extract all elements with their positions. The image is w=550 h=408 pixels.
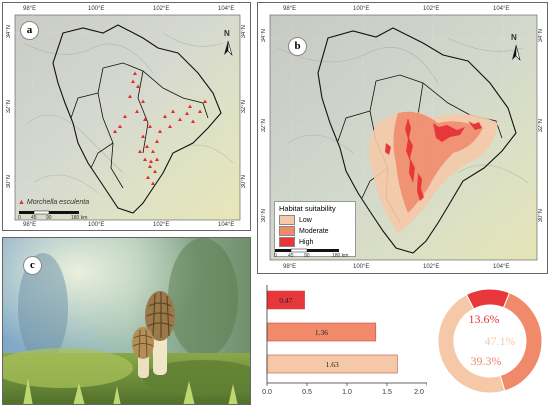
bottom-tick-3: 104°E xyxy=(218,222,235,228)
suitability-high-area xyxy=(385,118,482,201)
right-tick-0: 34°N xyxy=(538,29,544,43)
x-tick-label: 1.5 xyxy=(382,389,392,396)
right-tick-1: 32°N xyxy=(241,100,247,114)
top-tick-0: 98°E xyxy=(23,6,37,12)
left-tick-2: 30°N xyxy=(261,209,267,223)
top-tick-2: 102°E xyxy=(423,6,440,12)
legend-item-low: Low xyxy=(279,215,351,226)
panel-label-c: c xyxy=(23,256,42,275)
panel-a-occurrence-map: a N 98°E 100°E 102°E 104°E 98°E 100°E 10… xyxy=(2,2,251,231)
bar-value-label: 1.36 xyxy=(315,328,328,337)
scale-tick-2: 90 xyxy=(46,215,52,221)
suitability-moderate-area xyxy=(393,111,483,213)
x-tick-label: 0.0 xyxy=(262,389,272,396)
scale-tick-1: 45 xyxy=(31,215,37,221)
panel-c-morel-photo: c xyxy=(2,237,251,405)
bar-value-label: 1.63 xyxy=(326,360,339,369)
north-label: N xyxy=(224,29,230,38)
left-tick-1: 32°N xyxy=(261,119,267,133)
bottom-tick-0: 98°E xyxy=(23,222,37,228)
panel-label-b: b xyxy=(288,37,307,56)
legend-swatch-moderate xyxy=(279,226,295,237)
suitability-legend: Habitat suitability Low Moderate High xyxy=(274,201,356,257)
bottom-tick-2: 102°E xyxy=(423,264,440,270)
right-tick-2: 30°N xyxy=(538,209,544,223)
terrain-background xyxy=(14,14,241,221)
bottom-tick-0: 98°E xyxy=(283,264,297,270)
left-tick-0: 34°N xyxy=(6,25,12,39)
region-outline xyxy=(52,24,222,214)
top-tick-3: 104°E xyxy=(218,6,235,12)
x-tick-label: 0.5 xyxy=(302,389,312,396)
top-tick-3: 104°E xyxy=(493,6,510,12)
morel-mushroom-tall xyxy=(145,291,175,375)
bottom-tick-3: 104°E xyxy=(493,264,510,270)
triangle-marker-icon: ▲ xyxy=(18,199,25,206)
region-outline xyxy=(317,27,517,254)
x-tick-label: 2.0 xyxy=(414,389,424,396)
donut-label-low: 47.1% xyxy=(485,334,516,348)
scale-tick-2: 90 xyxy=(304,253,310,259)
left-tick-0: 34°N xyxy=(261,29,267,43)
legend-item-moderate: Moderate xyxy=(279,226,351,237)
north-arrow-icon xyxy=(512,44,521,62)
north-arrow-icon xyxy=(224,40,233,57)
morel-photo xyxy=(3,238,250,404)
north-label: N xyxy=(511,33,517,42)
legend-item-high: High xyxy=(279,237,351,248)
donut-label-moderate: 39.3% xyxy=(471,354,502,368)
bar-value-label: 0.47 xyxy=(279,296,292,305)
map-b-canvas xyxy=(269,14,538,261)
donut-hole xyxy=(454,305,526,377)
bottom-tick-1: 100°E xyxy=(353,264,370,270)
legend-swatch-high xyxy=(279,237,295,248)
map-a-canvas xyxy=(14,14,241,221)
left-tick-1: 32°N xyxy=(6,100,12,114)
scale-tick-0: 0 xyxy=(274,253,277,259)
suitability-area-bar-chart: 0.47 1.36 1.63 0.0 0.5 1.0 1.5 2.0 xyxy=(262,285,427,396)
top-tick-1: 100°E xyxy=(88,6,105,12)
scale-tick-0: 0 xyxy=(18,215,21,221)
species-legend: ▲ Morchella esculenta xyxy=(18,199,89,206)
inner-boundary xyxy=(70,62,209,189)
bottom-tick-2: 102°E xyxy=(153,222,170,228)
scale-tick-1: 45 xyxy=(288,253,294,259)
occurrence-points xyxy=(113,71,207,185)
scale-bar xyxy=(275,248,339,253)
top-tick-2: 102°E xyxy=(153,6,170,12)
suitability-share-donut-chart: 13.6% 39.3% 47.1% xyxy=(437,288,543,394)
top-tick-0: 98°E xyxy=(283,6,297,12)
top-tick-1: 100°E xyxy=(353,6,370,12)
right-tick-0: 34°N xyxy=(241,25,247,39)
species-name: Morchella esculenta xyxy=(26,199,90,206)
bottom-tick-1: 100°E xyxy=(88,222,105,228)
panel-label-a: a xyxy=(20,21,39,40)
legend-title: Habitat suitability xyxy=(279,204,336,213)
scale-tick-3: 180 km xyxy=(332,253,349,259)
scale-tick-3: 180 km xyxy=(71,215,88,221)
legend-swatch-low xyxy=(279,215,295,226)
morel-mushroom-short xyxy=(132,327,154,378)
scale-bar xyxy=(19,210,79,215)
left-tick-2: 30°N xyxy=(6,175,12,189)
right-tick-1: 32°N xyxy=(538,119,544,133)
x-tick-label: 1.0 xyxy=(342,389,352,396)
donut-label-high: 13.6% xyxy=(469,312,500,326)
right-tick-2: 30°N xyxy=(241,175,247,189)
panel-b-suitability-map: b N 98°E 100°E 102°E 104°E 98°E 100°E 10… xyxy=(257,2,548,274)
